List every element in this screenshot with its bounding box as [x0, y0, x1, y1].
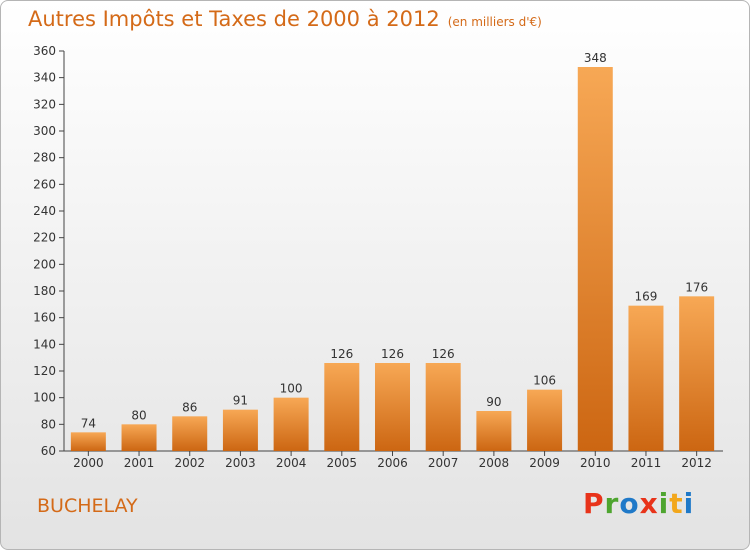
bar [172, 416, 208, 451]
y-tick-label: 140 [33, 337, 56, 351]
bar [273, 397, 309, 451]
x-tick-label: 2008 [479, 456, 510, 470]
y-tick-label: 240 [33, 204, 56, 218]
bar [527, 389, 563, 451]
x-tick-label: 2010 [580, 456, 611, 470]
bar [577, 67, 613, 451]
bar [425, 363, 461, 451]
y-tick-label: 300 [33, 124, 56, 138]
bar [375, 363, 410, 451]
chart-subtitle: (en milliers d'€) [447, 15, 542, 29]
y-tick-label: 100 [33, 391, 56, 405]
y-tick-label: 120 [33, 364, 56, 378]
y-tick-label: 220 [33, 231, 56, 245]
bar [70, 432, 106, 451]
town-name: BUCHELAY [37, 495, 138, 517]
x-tick-label: 2005 [327, 456, 358, 470]
y-tick-label: 180 [33, 284, 56, 298]
bar [679, 296, 715, 451]
y-tick-label: 360 [33, 44, 56, 58]
x-tick-label: 2007 [428, 456, 459, 470]
y-tick-label: 80 [41, 417, 56, 431]
y-tick-label: 60 [41, 444, 56, 458]
bar [628, 305, 664, 451]
logo-letter: i [683, 487, 695, 520]
x-tick-label: 2012 [681, 456, 712, 470]
data-label: 348 [584, 51, 607, 65]
logo-letter: r [604, 487, 620, 520]
logo-letter: x [639, 487, 659, 520]
y-tick-label: 280 [33, 151, 56, 165]
y-tick-label: 200 [33, 257, 56, 271]
logo-letter: i [658, 487, 670, 520]
data-label: 126 [432, 347, 455, 361]
data-label: 100 [280, 382, 303, 396]
logo-letter: o [619, 487, 640, 520]
y-tick-label: 260 [33, 177, 56, 191]
bar [324, 363, 360, 451]
data-label: 90 [486, 395, 501, 409]
data-label: 74 [81, 416, 96, 430]
chart-title-text: Autres Impôts et Taxes de 2000 à 2012 [28, 7, 440, 31]
data-label: 126 [381, 347, 404, 361]
chart-title: Autres Impôts et Taxes de 2000 à 2012 (en… [28, 7, 542, 31]
data-label: 106 [533, 374, 556, 388]
bar [222, 409, 258, 451]
x-tick-label: 2002 [174, 456, 205, 470]
x-tick-label: 2001 [124, 456, 155, 470]
data-label: 80 [131, 408, 146, 422]
y-tick-label: 340 [33, 71, 56, 85]
x-tick-label: 2004 [276, 456, 307, 470]
data-label: 91 [233, 394, 248, 408]
x-tick-label: 2009 [529, 456, 560, 470]
data-label: 126 [330, 347, 353, 361]
x-tick-label: 2006 [377, 456, 408, 470]
data-label: 176 [685, 280, 708, 294]
x-tick-label: 2000 [73, 456, 104, 470]
y-tick-label: 160 [33, 311, 56, 325]
bar [121, 424, 157, 451]
logo-letter: t [669, 487, 684, 520]
x-tick-label: 2011 [631, 456, 662, 470]
y-tick-label: 320 [33, 97, 56, 111]
data-label: 169 [635, 290, 658, 304]
logo-letter: P [583, 487, 605, 520]
x-tick-label: 2003 [225, 456, 256, 470]
proxiti-logo[interactable]: Proxiti [583, 487, 694, 520]
data-label: 86 [182, 400, 197, 414]
bar [476, 411, 512, 451]
